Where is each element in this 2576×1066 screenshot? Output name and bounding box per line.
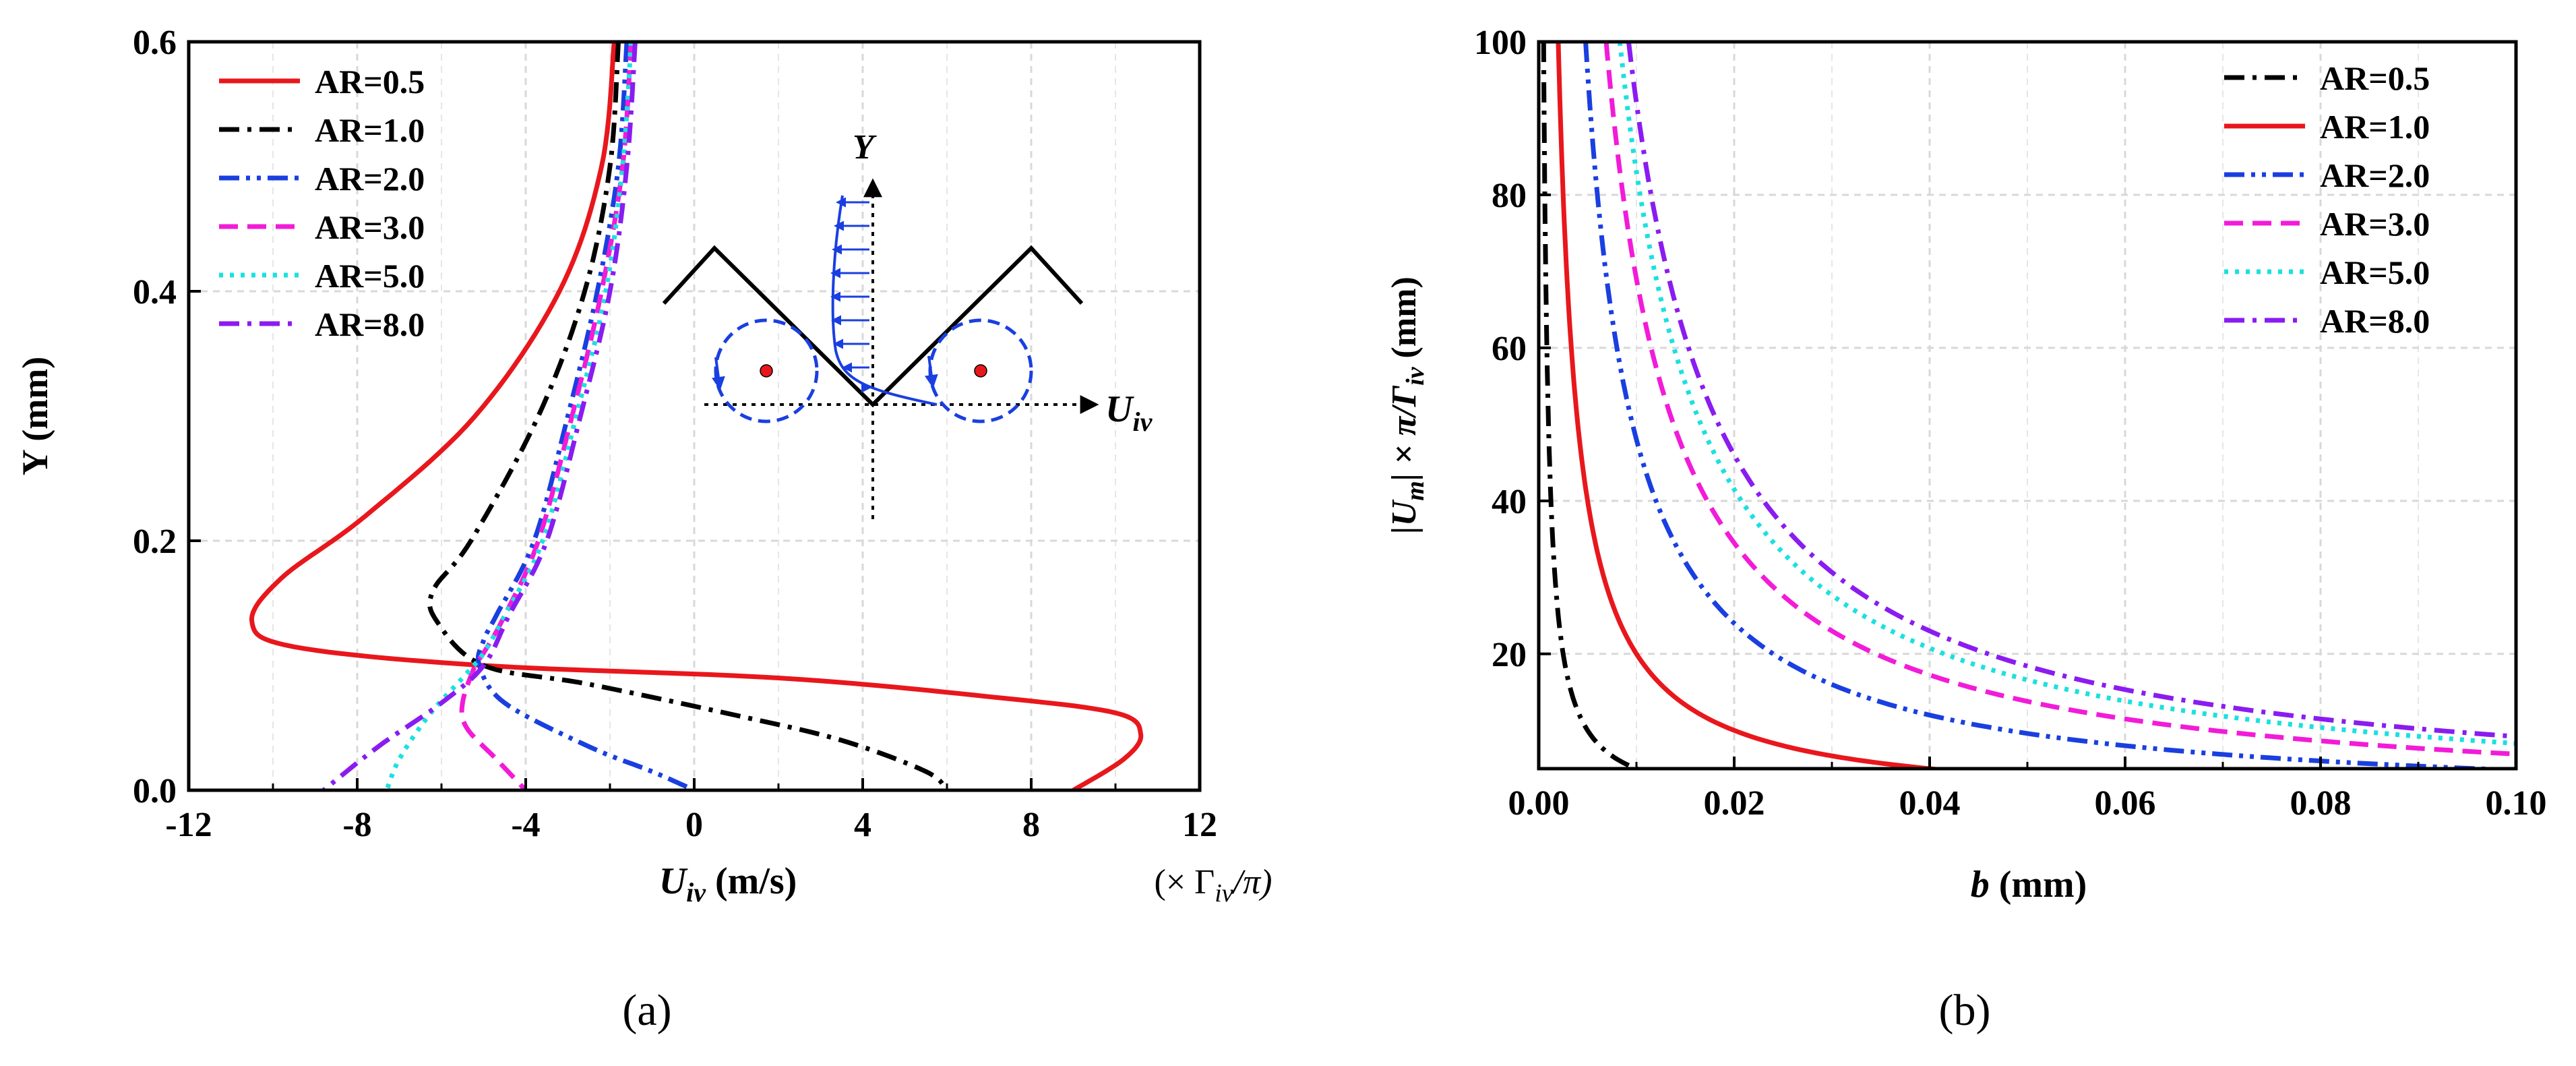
- plot-frame-b: [1537, 40, 2518, 771]
- y-tick-label: 0.6: [133, 24, 177, 62]
- x-tick-label: 0.10: [2486, 784, 2547, 823]
- y-axis-title-b: |Um| × π/Γiv (mm): [1385, 276, 1430, 534]
- legend-label: AR=8.0: [315, 305, 425, 343]
- y-tick-label: 0.4: [133, 273, 177, 312]
- caption-b: (b): [1939, 986, 1991, 1035]
- legend-label: AR=2.0: [2320, 156, 2430, 194]
- series-line-ar-0-5: [249, 42, 1144, 790]
- inset-right-swirl-arrow: [924, 355, 938, 388]
- series-line-ar-5-0: [384, 42, 634, 790]
- inset-velocity-arrows: [830, 197, 869, 373]
- inset-right-vortex-core: [974, 364, 987, 378]
- series-line-ar-3-0: [459, 42, 634, 790]
- panel-b: 0.00 0.02 0.04 0.06 0.08 0.10 20 40 60 80 100 AR=0…: [1385, 24, 2547, 1035]
- y-tick-label: 100: [1474, 24, 1527, 62]
- series-line-ar-0-5: [1541, 42, 1644, 769]
- x-tick-label: 0.08: [2290, 784, 2352, 823]
- series-line-ar-8-0: [321, 42, 638, 790]
- series-line-ar-1-0: [427, 42, 949, 790]
- inset-x-label: Uiv: [1105, 388, 1153, 437]
- legend-label: AR=8.0: [2320, 302, 2430, 340]
- legend-label: AR=3.0: [315, 208, 425, 246]
- ticks-b: 0.00 0.02 0.04 0.06 0.08 0.10 20 40 60 80 100: [1474, 24, 2547, 823]
- x-tick-label: 4: [854, 806, 871, 844]
- x-tick-label: -4: [511, 806, 540, 844]
- legend-label: AR=3.0: [2320, 205, 2430, 243]
- inset-left-vortex-core: [760, 364, 773, 378]
- inset-left-swirl-arrow: [711, 357, 725, 390]
- panel-a: -12 -8 -4 0 4 8 120.00.20.40.6 Y Uiv AR=0.5AR=…: [15, 24, 1272, 1035]
- grid-a: [187, 40, 1201, 792]
- x-tick-label: 8: [1022, 806, 1040, 844]
- x-tick-label: 0.00: [1508, 784, 1570, 823]
- legend-label: AR=0.5: [315, 63, 425, 100]
- x-tick-label: -8: [342, 806, 371, 844]
- y-tick-label: 60: [1492, 330, 1527, 368]
- series-b: [1541, 42, 2516, 769]
- x-axis-title-b: b (mm): [1971, 864, 2087, 906]
- y-axis-title-a: Y (mm): [15, 357, 55, 475]
- y-tick-label: 80: [1492, 177, 1527, 215]
- inset-y-label: Y: [853, 128, 877, 167]
- series-a: [249, 42, 1144, 790]
- series-line-ar-8-0: [1626, 42, 2516, 739]
- ticks-a: -12 -8 -4 0 4 8 12 0.0 0.2 0.4 0.6: [133, 24, 1217, 844]
- grid-b: [1537, 40, 2517, 769]
- x-tick-label: 0.02: [1704, 784, 1765, 823]
- y-tick-label: 40: [1492, 483, 1527, 521]
- legend-label: AR=5.0: [2320, 254, 2430, 291]
- x-tick-label: 0.06: [2095, 784, 2156, 823]
- legend-a: AR=0.5 AR=1.0 AR=2.0 AR=3.0 AR=5.0 AR=8.0: [219, 63, 425, 343]
- y-tick-label: 0.0: [133, 772, 177, 810]
- legend-label: AR=0.5: [2320, 59, 2430, 97]
- y-tick-label: 20: [1492, 636, 1527, 674]
- x-axis-title-a: Uiv (m/s): [659, 860, 797, 908]
- legend-label: AR=1.0: [315, 111, 425, 149]
- series-line-ar-2-0: [475, 42, 696, 790]
- legend-label: AR=2.0: [315, 160, 425, 198]
- x-axis-scale-note-a: (× Γiv/π): [1155, 863, 1272, 908]
- x-tick-label: 0: [685, 806, 703, 844]
- series-line-ar-3-0: [1603, 42, 2516, 757]
- x-tick-label: 0.04: [1899, 784, 1961, 823]
- inset-schematic: Y Uiv: [662, 128, 1153, 519]
- series-line-ar-1-0: [1556, 42, 1956, 769]
- y-tick-label: 0.2: [133, 523, 177, 561]
- legend-label: AR=1.0: [2320, 108, 2430, 146]
- legend-label: AR=5.0: [315, 257, 425, 295]
- inset-left-vortex: [714, 318, 819, 423]
- x-tick-label: 12: [1182, 806, 1217, 844]
- caption-a: (a): [622, 986, 671, 1035]
- series-line-ar-5-0: [1617, 42, 2516, 746]
- legend-b: AR=0.5 AR=1.0 AR=2.0 AR=3.0 AR=5.0 AR=8.0: [2224, 59, 2430, 340]
- x-tick-label: -12: [165, 806, 212, 844]
- series-line-ar-2-0: [1583, 42, 2516, 769]
